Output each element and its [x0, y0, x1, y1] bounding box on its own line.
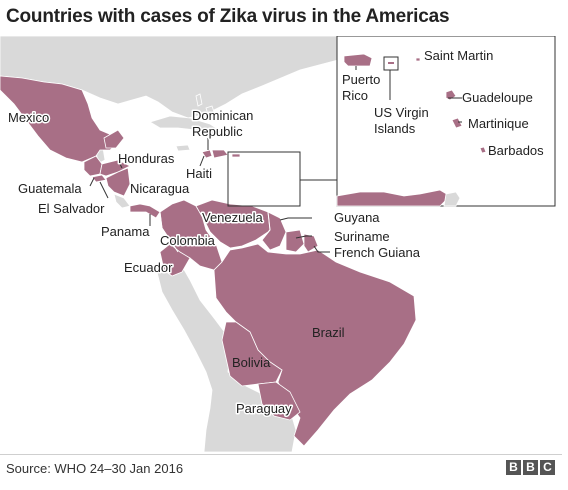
land-jamaica	[175, 144, 191, 152]
country-suriname[interactable]	[285, 229, 305, 253]
country-mexico-yucatan	[103, 129, 125, 149]
country-haiti[interactable]	[201, 149, 213, 159]
label-dominican-republic-line2: Republic	[192, 124, 243, 139]
country-panama[interactable]	[129, 203, 161, 219]
label-colombia: Colombia	[160, 233, 216, 248]
label-haiti: Haiti	[186, 166, 212, 181]
label-nicaragua: Nicaragua	[130, 181, 190, 196]
country-mexico[interactable]	[0, 75, 123, 163]
label-honduras: Honduras	[118, 151, 175, 166]
bbc-logo-letter-c: C	[540, 460, 555, 475]
inset-venezuela-coast	[336, 189, 451, 207]
americas-map: Mexico Guatemala El Salvador Honduras Ni…	[0, 36, 562, 452]
label-bolivia: Bolivia	[232, 355, 271, 370]
inset-saint-martin	[415, 57, 421, 62]
label-dominican-republic-line1: Dominican	[192, 108, 253, 123]
country-puerto-rico-small	[231, 153, 241, 158]
country-borders	[159, 211, 271, 253]
land-cuba	[149, 115, 224, 135]
caribbean-inset	[336, 36, 556, 207]
country-el-salvador[interactable]	[91, 174, 107, 183]
inset-land-neutral	[443, 191, 461, 207]
map-title: Countries with cases of Zika virus in th…	[6, 6, 450, 27]
source-note: Source: WHO 24–30 Jan 2016	[6, 461, 184, 476]
label-guyana: Guyana	[334, 210, 380, 225]
label-martinique: Martinique	[468, 116, 529, 131]
label-puerto-rico-line2: Rico	[342, 88, 368, 103]
country-dominican-republic[interactable]	[211, 149, 229, 159]
label-el-salvador: El Salvador	[38, 201, 105, 216]
bbc-logo-letter-b2: B	[523, 460, 538, 475]
label-saint-martin: Saint Martin	[424, 48, 493, 63]
inset-locator-box	[227, 151, 301, 207]
label-mexico: Mexico	[8, 110, 49, 125]
label-french-guiana: French Guiana	[334, 245, 421, 260]
inset-barbados	[479, 146, 487, 154]
label-us-virgin-islands-line2: Islands	[374, 121, 416, 136]
label-paraguay: Paraguay	[236, 401, 292, 416]
inset-puerto-rico	[343, 53, 373, 67]
bbc-logo-letter-b1: B	[506, 460, 521, 475]
label-brazil: Brazil	[312, 325, 345, 340]
affected-countries	[0, 75, 417, 447]
leader-lines	[89, 66, 462, 253]
footer-divider	[0, 454, 562, 455]
label-ecuador: Ecuador	[124, 260, 173, 275]
label-barbados: Barbados	[488, 143, 544, 158]
label-guatemala: Guatemala	[18, 181, 82, 196]
land-bahamas	[195, 93, 225, 121]
country-paraguay[interactable]	[257, 381, 301, 421]
label-us-virgin-islands-line1: US Virgin	[374, 105, 429, 120]
country-nicaragua[interactable]	[105, 167, 131, 197]
label-suriname: Suriname	[334, 229, 390, 244]
label-guadeloupe: Guadeloupe	[462, 90, 533, 105]
label-puerto-rico-line1: Puerto	[342, 72, 380, 87]
country-ecuador[interactable]	[159, 243, 191, 277]
land-costa-rica	[113, 193, 131, 209]
inset-martinique	[451, 117, 463, 129]
label-venezuela: Venezuela	[202, 210, 263, 225]
label-panama: Panama	[101, 224, 150, 239]
bbc-logo: B B C	[506, 460, 555, 475]
